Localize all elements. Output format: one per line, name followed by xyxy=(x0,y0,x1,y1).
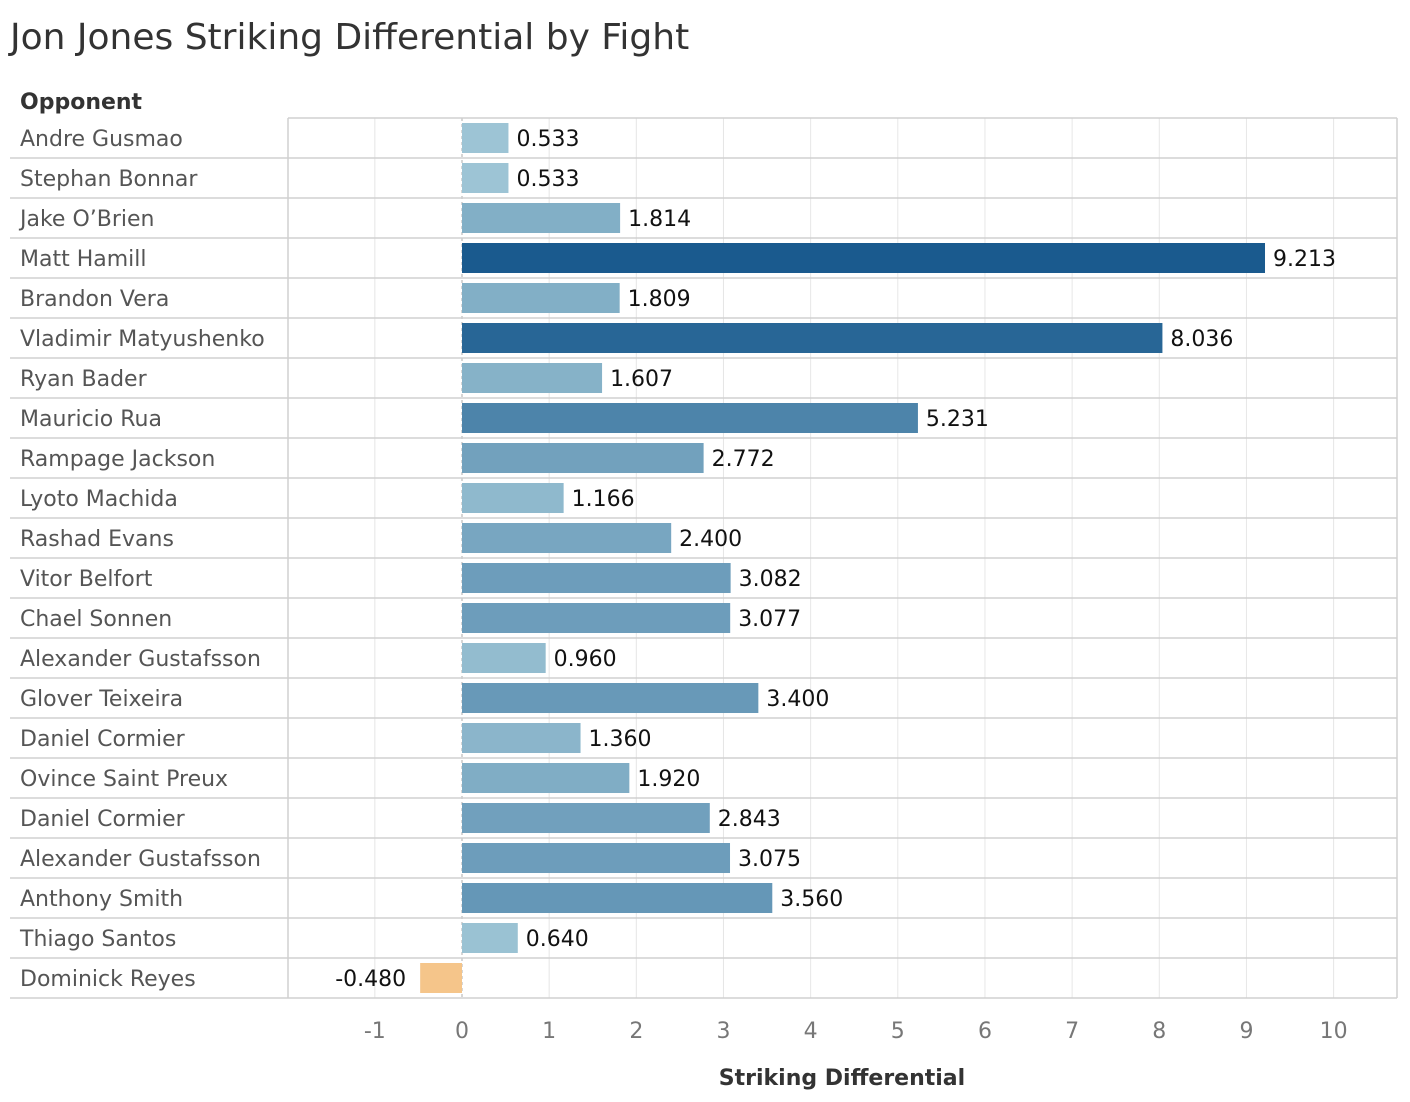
row-label: Alexander Gustafsson xyxy=(20,647,261,672)
row-label: Lyoto Machida xyxy=(20,487,178,512)
bar xyxy=(462,483,564,513)
x-tick-label: 9 xyxy=(1239,1019,1253,1044)
bar xyxy=(462,683,759,713)
row-labels: Andre Gusmao Stephan Bonnar Jake O’Brien Ma… xyxy=(18,127,265,992)
bar xyxy=(462,803,710,833)
x-tick-label: 4 xyxy=(804,1019,818,1044)
x-tick-label: 5 xyxy=(891,1019,905,1044)
x-axis-ticks: -1 0 1 2 3 4 5 6 7 8 9 10 xyxy=(364,1019,1348,1044)
bar-value-label: -0.480 xyxy=(335,967,406,992)
bar-value-label: 9.213 xyxy=(1273,247,1336,272)
bar-value-label: 2.772 xyxy=(712,447,775,472)
row-label: Thiago Santos xyxy=(19,927,176,952)
bar-value-label: 1.166 xyxy=(572,487,635,512)
row-label: Mauricio Rua xyxy=(20,407,162,432)
x-tick-label: 1 xyxy=(542,1019,556,1044)
row-label: Alexander Gustafsson xyxy=(20,847,261,872)
row-label: Stephan Bonnar xyxy=(20,167,198,192)
bar xyxy=(462,523,672,553)
bar xyxy=(462,923,518,953)
x-tick-label: -1 xyxy=(364,1019,386,1044)
row-label: Brandon Vera xyxy=(20,287,169,312)
bar xyxy=(462,843,731,873)
bar-value-label: 3.082 xyxy=(739,567,802,592)
bar xyxy=(462,123,509,153)
bar xyxy=(462,403,918,433)
x-tick-label: 10 xyxy=(1320,1019,1348,1044)
bar xyxy=(462,603,731,633)
bar xyxy=(462,563,731,593)
bars xyxy=(420,123,1266,993)
bar xyxy=(462,883,773,913)
bar xyxy=(462,363,603,393)
bar-value-label: 1.814 xyxy=(628,207,691,232)
row-label: Andre Gusmao xyxy=(20,127,183,152)
row-label: Daniel Cormier xyxy=(20,807,186,832)
bar-value-label: 5.231 xyxy=(926,407,989,432)
x-tick-label: 3 xyxy=(716,1019,730,1044)
row-label: Matt Hamill xyxy=(20,247,147,272)
bar xyxy=(420,963,462,993)
x-tick-label: 8 xyxy=(1152,1019,1166,1044)
x-tick-label: 0 xyxy=(455,1019,469,1044)
row-label: Rashad Evans xyxy=(20,527,174,552)
opponent-column-header: Opponent xyxy=(20,90,143,115)
bar-value-label: 1.607 xyxy=(610,367,673,392)
row-label: Ovince Saint Preux xyxy=(20,767,228,792)
row-label: Anthony Smith xyxy=(20,887,183,912)
bar-value-label: 3.075 xyxy=(738,847,801,872)
row-label: Glover Teixeira xyxy=(20,687,183,712)
bar-value-label: 0.640 xyxy=(526,927,589,952)
row-dividers xyxy=(10,117,1398,999)
bar-value-label: 8.036 xyxy=(1170,327,1233,352)
bar-value-label: 3.077 xyxy=(738,607,801,632)
bar-value-label: 2.400 xyxy=(679,527,742,552)
bar-value-label: 3.400 xyxy=(766,687,829,712)
bar xyxy=(462,163,509,193)
bar xyxy=(462,283,620,313)
bar xyxy=(462,723,581,753)
row-label: Vladimir Matyushenko xyxy=(20,327,265,352)
bar-value-label: 1.920 xyxy=(637,767,700,792)
bar-value-label: 0.960 xyxy=(554,647,617,672)
bar-value-label: 0.533 xyxy=(516,167,579,192)
chart-title: Jon Jones Striking Differential by Fight xyxy=(8,17,689,58)
bar xyxy=(462,243,1266,273)
row-label: Daniel Cormier xyxy=(20,727,186,752)
row-label: Chael Sonnen xyxy=(20,607,172,632)
x-tick-label: 6 xyxy=(978,1019,992,1044)
row-label: Rampage Jackson xyxy=(20,447,215,472)
bar-value-label: 1.809 xyxy=(628,287,691,312)
x-axis-title: Striking Differential xyxy=(719,1066,965,1091)
bar xyxy=(462,443,704,473)
bar-value-label: 3.560 xyxy=(780,887,843,912)
row-label: Vitor Belfort xyxy=(20,567,153,592)
row-label: Jake O’Brien xyxy=(18,207,155,232)
value-labels: 0.533 0.533 1.814 9.213 1.809 8.036 1.607 5.231… xyxy=(335,127,1336,992)
x-tick-label: 2 xyxy=(629,1019,643,1044)
bar xyxy=(462,763,630,793)
bar-value-label: 2.843 xyxy=(718,807,781,832)
bar xyxy=(462,203,621,233)
row-label: Dominick Reyes xyxy=(20,967,196,992)
x-tick-label: 7 xyxy=(1065,1019,1079,1044)
bar xyxy=(462,643,546,673)
bar-value-label: 1.360 xyxy=(589,727,652,752)
bar-value-label: 0.533 xyxy=(516,127,579,152)
bar xyxy=(462,323,1163,353)
row-label: Ryan Bader xyxy=(20,367,148,392)
